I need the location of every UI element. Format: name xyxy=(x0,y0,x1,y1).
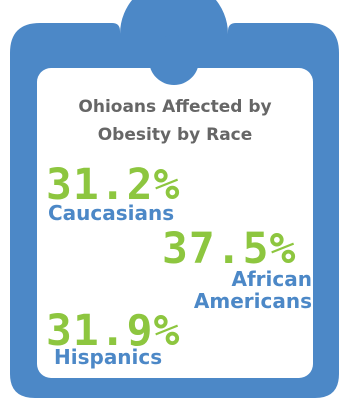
stat-label-hispanics: Hispanics xyxy=(54,345,163,369)
stat-value-african-americans: 37.5% xyxy=(162,224,297,274)
tag-hole xyxy=(149,35,199,85)
stat-label-african-americans-line-2: Americans xyxy=(193,289,312,313)
stat-label-caucasians: Caucasians xyxy=(48,201,175,225)
tag-panel xyxy=(37,68,313,378)
chart-title-line-2: Obesity by Race xyxy=(97,125,253,145)
chart-title-line-1: Ohioans Affected by xyxy=(78,97,272,117)
stat-label-african-americans-line-1: African xyxy=(231,267,313,291)
stat-value-hispanics: 31.9% xyxy=(46,306,181,356)
stat-value-caucasians: 31.2% xyxy=(46,160,181,210)
